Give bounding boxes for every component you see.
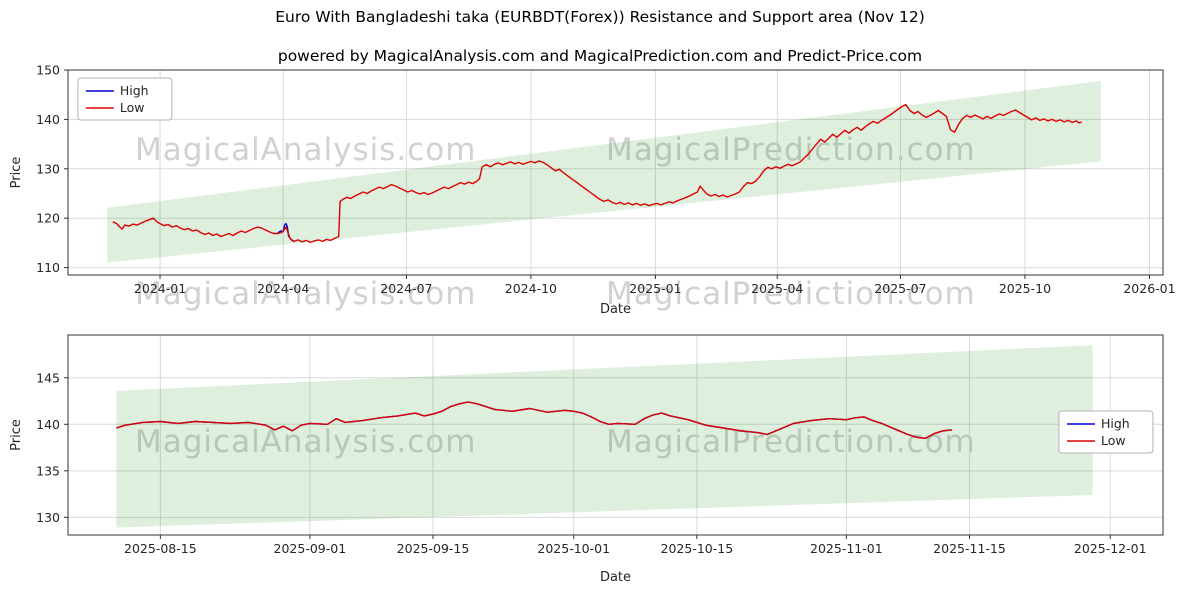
x-tick-label: 2025-09-15 xyxy=(397,541,470,556)
series-low-line xyxy=(116,401,952,440)
x-tick-label: 2025-10-15 xyxy=(661,541,734,556)
x-tick-label: 2025-04 xyxy=(751,281,803,296)
y-tick-label: 110 xyxy=(36,260,60,275)
x-tick-label: 2026-01 xyxy=(1123,281,1175,296)
figure-subtitle: powered by MagicalAnalysis.com and Magic… xyxy=(277,47,923,65)
legend-label-high: High xyxy=(120,83,149,98)
x-tick-label: 2025-12-01 xyxy=(1074,541,1147,556)
x-tick-label: 2025-09-01 xyxy=(274,541,347,556)
legend-box xyxy=(1058,410,1154,454)
x-tick-label: 2024-07 xyxy=(380,281,432,296)
x-tick-label: 2025-11-15 xyxy=(933,541,1006,556)
y-axis-label: Price xyxy=(9,157,24,189)
figure-title: Euro With Bangladeshi taka (EURBDT(Forex… xyxy=(275,8,925,26)
series-low-line xyxy=(112,103,1083,244)
y-tick-label: 140 xyxy=(36,112,60,127)
axes-frame xyxy=(67,334,1164,536)
bottom-price-chart: 2025-08-15 2025-09-01 2025-09-15 2025-10-01… xyxy=(9,334,1164,585)
legend-label-low: Low xyxy=(120,100,145,115)
y-tick-label: 150 xyxy=(36,63,60,78)
x-axis-label: Date xyxy=(600,570,631,585)
x-tick-label: 2025-11-01 xyxy=(810,541,883,556)
legend-label-high: High xyxy=(1101,416,1130,431)
legend-box xyxy=(77,77,173,121)
y-tick-label: 135 xyxy=(36,463,60,478)
x-tick-label: 2025-07 xyxy=(874,281,926,296)
legend-label-low: Low xyxy=(1101,433,1126,448)
x-tick-label: 2025-10 xyxy=(999,281,1051,296)
y-axis-label: Price xyxy=(9,419,24,451)
y-tick-label: 145 xyxy=(36,370,60,385)
x-tick-label: 2024-04 xyxy=(257,281,309,296)
x-tick-label: 2025-08-15 xyxy=(124,541,197,556)
y-tick-label: 120 xyxy=(36,211,60,226)
x-tick-label: 2024-01 xyxy=(134,281,186,296)
x-tick-label: 2025-01 xyxy=(629,281,681,296)
y-tick-label: 140 xyxy=(36,417,60,432)
axes-frame xyxy=(67,69,1164,276)
y-tick-label: 130 xyxy=(36,510,60,525)
top-price-chart: 2024-01 2024-04 2024-07 2024-10 2025-01 2025-… xyxy=(9,63,1176,318)
support-resistance-band xyxy=(107,80,1101,263)
x-axis-label: Date xyxy=(600,302,631,317)
x-tick-label: 2024-10 xyxy=(505,281,557,296)
x-tick-label: 2025-10-01 xyxy=(537,541,610,556)
y-tick-label: 130 xyxy=(36,161,60,176)
support-resistance-band xyxy=(116,345,1093,528)
